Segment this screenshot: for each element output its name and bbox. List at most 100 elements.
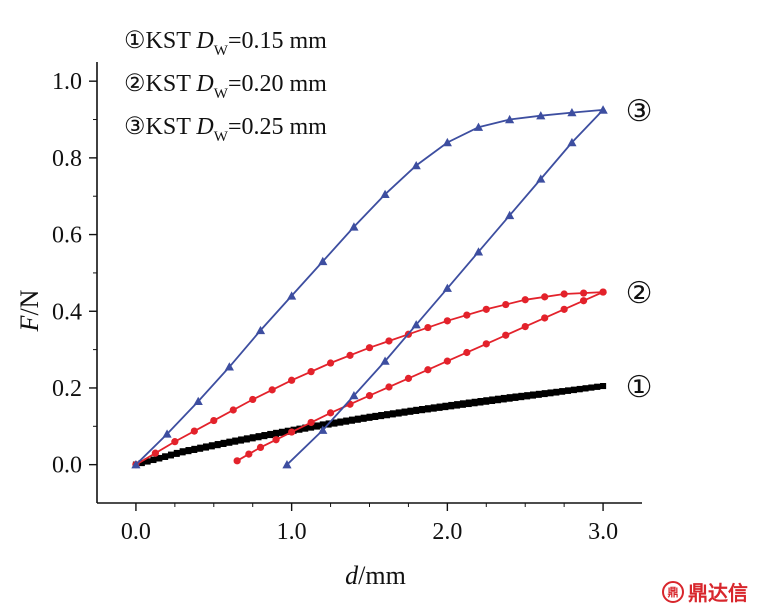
y-tick-label: 0.2 (52, 376, 82, 402)
series-3-unloading-point (473, 247, 484, 256)
legend-entry-3: ③KST DW=0.25 mm (124, 114, 327, 145)
series-2-loading-point (210, 416, 218, 425)
series-1-unloading-point (582, 385, 589, 392)
y-tick-label: 0.4 (52, 299, 82, 325)
series-2 (132, 288, 607, 469)
series-1-unloading-point (296, 426, 303, 433)
series-2-loading-point (521, 296, 529, 304)
series-1-unloading-point (372, 414, 379, 421)
y-tick-label: 0.6 (52, 223, 82, 249)
series-1-unloading-point (284, 428, 291, 435)
series-2-unloading-point (385, 383, 393, 391)
series-3-loading-point (224, 362, 234, 371)
watermark-text: 鼎达信 (688, 581, 748, 605)
series-1-unloading-point (594, 383, 601, 390)
series-3-loading-point (193, 396, 203, 406)
y-axis-title: F/N (15, 289, 44, 332)
series-3-unloading-point (411, 320, 421, 329)
legend: ①KST DW=0.15 mm ②KST DW=0.20 mm ③KST DW=0.… (124, 28, 327, 145)
series-1-unloading-point (179, 449, 186, 456)
y-tick-label: 0.8 (52, 146, 82, 172)
series-1-unloading-point (366, 414, 373, 421)
series-1-unloading-point (395, 410, 402, 417)
series-2-loading-point (307, 368, 315, 376)
series-1-unloading-point (477, 399, 484, 406)
series-2-loading-point (190, 427, 198, 435)
x-tick-label: 3.0 (588, 519, 618, 545)
series-1-unloading-point (384, 412, 391, 419)
series-1-unloading-point (313, 423, 320, 430)
series-1-unloading-point (436, 404, 443, 411)
series-1-unloading-point (308, 424, 315, 431)
series-2-unloading-point (233, 457, 241, 465)
series-1-unloading-point (413, 407, 420, 414)
series-3-loading-point (318, 256, 328, 266)
series-3-loading-point (162, 429, 172, 438)
series-2-loading-point (482, 305, 490, 313)
series-3-unloading-point (349, 391, 359, 400)
series-1-unloading-point (232, 438, 239, 445)
series-1-unloading-point (249, 435, 256, 442)
curve-label-1: ① (626, 370, 653, 405)
series-1-unloading-point (518, 394, 525, 401)
x-tick-label: 2.0 (432, 519, 462, 545)
series-1-unloading-point (553, 389, 560, 396)
series-1 (132, 383, 607, 468)
series-2-loading-point (229, 406, 237, 414)
series-1-unloading-point (576, 386, 583, 393)
series-1-unloading-point (559, 388, 566, 395)
series-1-unloading-point (302, 425, 309, 432)
series-2-unloading-point (560, 305, 568, 313)
series-1-unloading-point (167, 452, 174, 459)
series-1-unloading-point (203, 444, 209, 451)
series-3-loading-point (287, 291, 297, 300)
series-1-unloading-point (530, 392, 536, 399)
series-2-unloading-point (521, 323, 529, 331)
series-1-unloading-point (255, 434, 262, 441)
series-2-loading-point (443, 317, 451, 325)
series-2-unloading-point (463, 348, 471, 357)
series-1-unloading-point (208, 443, 215, 450)
series-1-unloading-point (454, 402, 461, 409)
series-1-unloading-point (442, 404, 449, 411)
series-2-unloading-point (256, 443, 265, 451)
series-2-unloading-point (443, 357, 451, 365)
series-2-loading-point (326, 359, 335, 367)
series-1-unloading-point (378, 413, 385, 420)
series-2-loading-point (580, 289, 588, 297)
series-2-loading-point (424, 323, 432, 332)
series-1-unloading-point (348, 417, 355, 424)
series-1-unloading-point (494, 397, 501, 404)
watermark: 鼎 鼎达信 (662, 577, 748, 606)
series-1-unloading-point (226, 439, 233, 446)
series-1-unloading-point (214, 442, 221, 449)
curve-labels: ① ② ③ (626, 94, 653, 405)
series-3-loading-point (255, 325, 266, 335)
series-1-unloading-point (150, 457, 157, 464)
x-tick-label: 0.0 (121, 519, 151, 545)
series-1-unloading-point (138, 460, 145, 467)
series-2-unloading-point (326, 409, 335, 417)
series-3-unloading-point (282, 460, 292, 469)
series-3-loading-point (505, 114, 515, 124)
series-3-loading-point (442, 137, 452, 147)
series-1-unloading-point (506, 395, 513, 402)
series-1-unloading-point (600, 383, 607, 390)
series-3-unloading-point (598, 105, 608, 114)
series-2-loading-point (288, 376, 296, 384)
x-tick-label: 1.0 (277, 519, 307, 545)
series-1-unloading-point (273, 430, 280, 437)
series-2-loading-point (502, 300, 510, 309)
series-2-loading-point (249, 395, 257, 404)
series-1-unloading-point (191, 446, 198, 453)
series-2-unloading-point (502, 331, 510, 339)
series-2-loading-point (151, 449, 159, 457)
series-1-unloading-point (261, 433, 268, 440)
series-1-unloading-point (343, 418, 350, 425)
series-1-unloading-point (185, 448, 192, 455)
series-3 (131, 105, 608, 469)
series-1-unloading-point (173, 450, 180, 457)
y-tick-label: 1.0 (52, 69, 82, 95)
series-3-loading-point (131, 460, 141, 469)
